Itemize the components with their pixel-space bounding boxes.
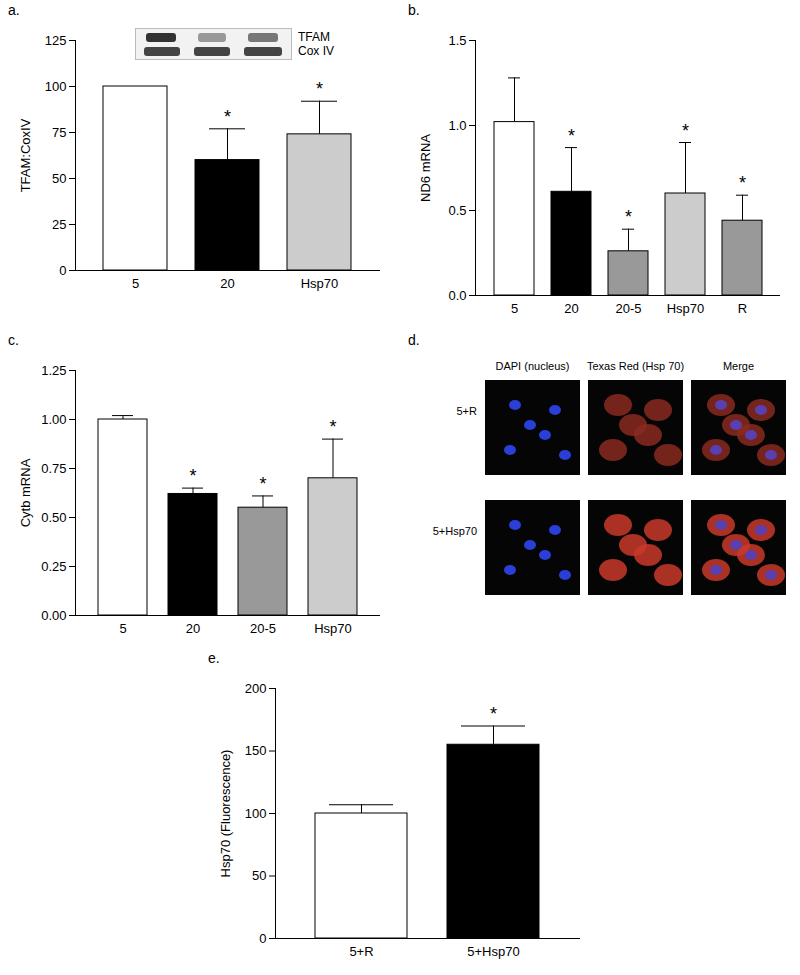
html-text:a.: a. [8,2,20,18]
svg-text:0.0: 0.0 [448,288,466,303]
svg-text:20-5: 20-5 [615,301,641,316]
svg-text:1.25: 1.25 [41,363,66,378]
svg-text:Hsp70: Hsp70 [667,301,705,316]
svg-text:*: * [224,107,231,127]
html-text:TFAM: TFAM [298,30,330,44]
svg-text:0.75: 0.75 [41,461,66,476]
svg-text:*: * [189,466,196,486]
svg-text:1.5: 1.5 [448,33,466,48]
svg-text:0.5: 0.5 [448,203,466,218]
svg-text:*: * [329,417,336,437]
svg-text:*: * [625,207,632,227]
svg-text:*: * [568,126,575,146]
html-text:d.: d. [408,332,420,348]
svg-text:150: 150 [245,743,267,758]
svg-text:20: 20 [564,301,578,316]
svg-text:*: * [316,79,323,99]
svg-text:*: * [490,704,497,724]
svg-text:Hsp70: Hsp70 [301,276,339,291]
svg-text:*: * [739,173,746,193]
svg-text:TFAM:CoxIV: TFAM:CoxIV [18,118,33,192]
svg-text:0.50: 0.50 [41,510,66,525]
svg-text:1.0: 1.0 [448,118,466,133]
svg-text:5: 5 [119,621,126,636]
svg-text:5: 5 [132,276,139,291]
svg-text:R: R [738,301,747,316]
svg-text:DAPI (nucleus): DAPI (nucleus) [496,360,570,372]
svg-text:100: 100 [45,79,67,94]
svg-text:Hsp70 (Fluorescence): Hsp70 (Fluorescence) [218,750,233,878]
svg-text:Texas Red (Hsp 70): Texas Red (Hsp 70) [587,360,684,372]
html-text:Cox IV: Cox IV [298,44,334,58]
svg-text:200: 200 [245,681,267,696]
svg-text:125: 125 [45,33,67,48]
svg-text:0.00: 0.00 [41,608,66,623]
svg-text:0: 0 [59,263,66,278]
svg-text:0: 0 [259,931,266,946]
svg-text:5+R: 5+R [457,405,478,417]
svg-text:5+Hsp70: 5+Hsp70 [433,525,477,537]
svg-text:100: 100 [245,806,267,821]
svg-text:Cytb mRNA: Cytb mRNA [18,458,33,527]
svg-text:5+R: 5+R [349,944,373,959]
svg-text:50: 50 [252,868,266,883]
svg-text:20: 20 [186,621,200,636]
svg-text:Merge: Merge [723,360,754,372]
svg-text:75: 75 [52,125,66,140]
svg-text:Hsp70: Hsp70 [314,621,352,636]
html-text:c.: c. [8,332,19,348]
svg-text:0.25: 0.25 [41,559,66,574]
svg-text:20: 20 [220,276,234,291]
svg-text:50: 50 [52,171,66,186]
svg-text:1.00: 1.00 [41,412,66,427]
svg-text:ND6 mRNA: ND6 mRNA [418,134,433,202]
html-text:b.: b. [408,2,420,18]
svg-text:25: 25 [52,217,66,232]
svg-text:*: * [682,121,689,141]
svg-text:*: * [259,474,266,494]
html-text:e.: e. [208,650,220,666]
svg-text:5: 5 [511,301,518,316]
svg-text:5+Hsp70: 5+Hsp70 [467,944,519,959]
svg-text:20-5: 20-5 [250,621,276,636]
